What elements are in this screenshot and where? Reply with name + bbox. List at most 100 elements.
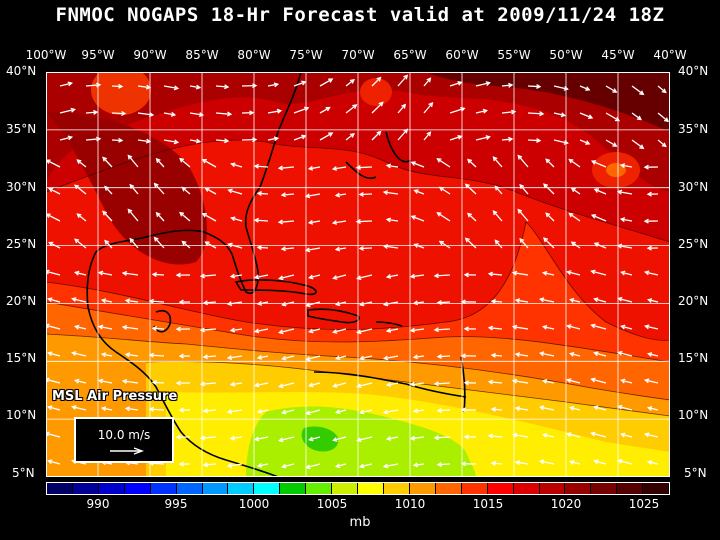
wind-vector bbox=[267, 110, 281, 114]
wind-vector bbox=[309, 436, 321, 441]
wind-vector bbox=[591, 432, 607, 438]
vector-scale-label: 10.0 m/s bbox=[97, 428, 151, 442]
wind-vector-head bbox=[71, 351, 77, 356]
wind-vector-head bbox=[426, 77, 432, 83]
wind-vector bbox=[75, 325, 87, 330]
wind-vector bbox=[357, 382, 373, 388]
wind-vector bbox=[76, 159, 87, 168]
wind-vector-head bbox=[663, 117, 670, 123]
wind-vector-head bbox=[178, 299, 184, 305]
lon-label: 100°W bbox=[25, 48, 67, 62]
wind-vector-head bbox=[616, 189, 623, 195]
wind-vector-head bbox=[70, 107, 76, 113]
wind-vector bbox=[123, 380, 139, 384]
colorbar-swatch bbox=[617, 483, 644, 494]
wind-vector-head bbox=[202, 408, 208, 414]
wind-vector bbox=[306, 301, 321, 307]
wind-vector bbox=[527, 139, 541, 142]
wind-vector-head bbox=[252, 137, 258, 143]
wind-vector bbox=[621, 379, 633, 384]
wind-vector-head bbox=[646, 460, 653, 465]
colorbar-swatch bbox=[280, 483, 307, 494]
wind-vector bbox=[645, 379, 659, 384]
wind-vector-head bbox=[175, 272, 181, 278]
wind-vector bbox=[579, 139, 590, 145]
wind-vector-head bbox=[639, 144, 645, 150]
wind-vector bbox=[475, 136, 490, 141]
pressure-map[interactable] bbox=[46, 72, 670, 477]
wind-vector bbox=[434, 382, 451, 385]
wind-vector bbox=[618, 405, 633, 411]
wind-vector-head bbox=[179, 157, 185, 163]
colorbar-swatch bbox=[643, 483, 670, 494]
wind-vector-head bbox=[121, 270, 128, 276]
wind-vector-head bbox=[436, 462, 442, 467]
wind-vector-head bbox=[308, 436, 314, 442]
wind-vector-head bbox=[253, 163, 259, 169]
wind-vector-head bbox=[378, 101, 384, 107]
wind-vector-head bbox=[401, 103, 407, 109]
wind-vector bbox=[567, 271, 581, 276]
wind-vector bbox=[75, 379, 87, 384]
lon-label: 60°W bbox=[445, 48, 479, 62]
wind-vector bbox=[387, 218, 399, 222]
wind-vector bbox=[258, 409, 269, 413]
wind-vector bbox=[489, 327, 503, 330]
wind-vector bbox=[99, 379, 113, 384]
wind-vector bbox=[333, 274, 347, 279]
wind-vector bbox=[553, 139, 568, 144]
wind-vector-head bbox=[619, 217, 626, 223]
wind-vector-head bbox=[490, 298, 496, 304]
wind-vector-head bbox=[636, 115, 642, 121]
wind-vector bbox=[336, 409, 347, 414]
lat-label-right: 40°N bbox=[678, 64, 709, 78]
wind-vector-head bbox=[358, 409, 365, 415]
wind-vector-head bbox=[646, 245, 652, 251]
wind-vector-head bbox=[96, 82, 102, 88]
wind-vector bbox=[231, 217, 243, 222]
wind-vector-head bbox=[428, 101, 434, 108]
wind-vector bbox=[279, 220, 295, 223]
wind-vector bbox=[387, 274, 399, 278]
wind-vector-head bbox=[73, 324, 80, 330]
pressure-low-north bbox=[360, 78, 392, 106]
wind-vector-head bbox=[355, 219, 361, 224]
lat-label-left: 35°N bbox=[6, 122, 37, 136]
wind-vector-head bbox=[409, 381, 416, 387]
wind-vector-head bbox=[463, 326, 469, 332]
wind-vector-head bbox=[148, 298, 154, 304]
wind-vector bbox=[527, 112, 544, 115]
lat-label-right: 30°N bbox=[678, 180, 709, 194]
wind-vector bbox=[228, 355, 243, 359]
wind-vector bbox=[255, 436, 269, 441]
wind-vector bbox=[434, 274, 451, 277]
wind-vector bbox=[345, 133, 355, 141]
wind-vector-head bbox=[620, 270, 626, 276]
wind-vector-head bbox=[358, 301, 365, 307]
colorbar-swatch bbox=[98, 483, 125, 494]
colorbar-swatch bbox=[124, 483, 151, 494]
wind-vector-head bbox=[278, 437, 284, 443]
wind-vector bbox=[489, 273, 503, 276]
wind-vector-head bbox=[226, 301, 233, 307]
wind-vector bbox=[181, 241, 191, 249]
wind-vector-head bbox=[118, 137, 124, 143]
wind-vector-head bbox=[47, 351, 53, 357]
wind-vector-head bbox=[382, 463, 389, 469]
wind-vector-head bbox=[277, 165, 283, 171]
wind-vector-head bbox=[463, 272, 469, 278]
wind-vector bbox=[517, 209, 529, 222]
wind-vector-head bbox=[71, 405, 77, 410]
wind-vector-head bbox=[328, 78, 334, 83]
wind-vector bbox=[104, 240, 113, 249]
wind-vector bbox=[102, 157, 113, 168]
wind-vector-head bbox=[173, 139, 180, 145]
wind-vector bbox=[515, 299, 529, 303]
wind-vector-head bbox=[224, 84, 230, 90]
wind-vector-head bbox=[252, 83, 258, 89]
lon-label: 50°W bbox=[549, 48, 583, 62]
wind-vector-head bbox=[382, 301, 389, 307]
wind-vector bbox=[591, 214, 607, 222]
wind-vector bbox=[152, 381, 165, 384]
wind-vector bbox=[591, 160, 607, 168]
